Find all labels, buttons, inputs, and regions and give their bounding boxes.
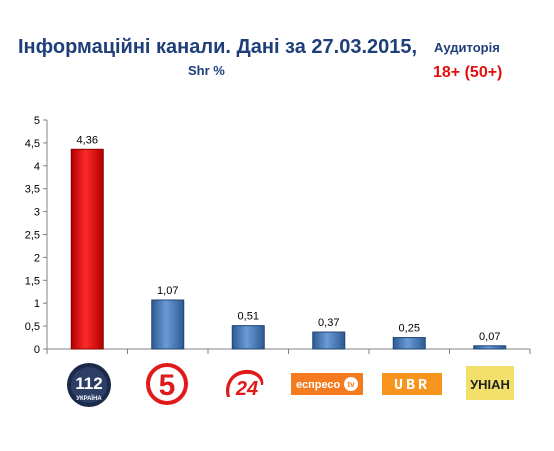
y-tick-label: 0,5 xyxy=(25,321,40,333)
bar-value-label: 0,37 xyxy=(318,317,339,329)
y-tick-label: 5 xyxy=(34,115,40,127)
logo-5-kanal: 5 xyxy=(146,363,188,405)
y-tick-label: 2 xyxy=(34,252,40,264)
bar-4 xyxy=(312,331,346,350)
y-tick-label: 1 xyxy=(34,298,40,310)
audience-label: Аудиторія xyxy=(434,40,500,55)
y-tick-label: 1,5 xyxy=(25,275,40,287)
y-tick-label: 4,5 xyxy=(25,138,40,150)
bar-5 xyxy=(392,337,426,350)
logo-espreso-tv: еспресо tv xyxy=(291,373,363,395)
logo-112-subtext: УКРАЇНА xyxy=(76,395,102,402)
bar-value-label: 0,07 xyxy=(479,331,500,343)
chart-subtitle: Shr % xyxy=(188,63,225,78)
y-tick-label: 0 xyxy=(34,344,40,356)
bar-2 xyxy=(151,299,185,350)
logo-espreso-tv-text: tv xyxy=(347,380,355,389)
bar-value-label: 0,51 xyxy=(238,311,259,323)
logo-5-number: 5 xyxy=(159,369,176,402)
logo-112-ukraina: 112 УКРАЇНА xyxy=(67,363,111,407)
bar-6 xyxy=(473,345,507,350)
bar-value-label: 4,36 xyxy=(77,134,98,146)
logo-unian: УНІАН xyxy=(466,366,514,400)
logo-24-kanal: 24 xyxy=(225,369,264,400)
chart-bars: 4,36 1,07 0,51 0,37 0,25 0,07 xyxy=(70,134,507,350)
bar-value-label: 1,07 xyxy=(157,285,178,297)
logo-112-number: 112 xyxy=(75,374,102,393)
y-tick-label: 2,5 xyxy=(25,230,40,242)
chart-axes: 00,511,522,533,544,55 xyxy=(25,115,531,356)
bar-value-label: 0,25 xyxy=(399,323,420,335)
logo-espreso-text: еспресо xyxy=(296,379,341,391)
y-tick-label: 3 xyxy=(34,207,40,219)
logo-24-number: 24 xyxy=(235,378,258,400)
audience-value: 18+ (50+) xyxy=(433,64,503,81)
y-tick-label: 3,5 xyxy=(25,184,40,196)
bar-1 xyxy=(70,148,104,350)
logo-ubr-text: UBR xyxy=(394,377,430,394)
bar-3 xyxy=(231,325,265,350)
chart-title: Інформаційні канали. Дані за 27.03.2015, xyxy=(18,36,418,58)
logo-ubr: UBR xyxy=(382,373,442,395)
logo-unian-text: УНІАН xyxy=(470,377,510,392)
y-tick-label: 4 xyxy=(34,161,40,173)
